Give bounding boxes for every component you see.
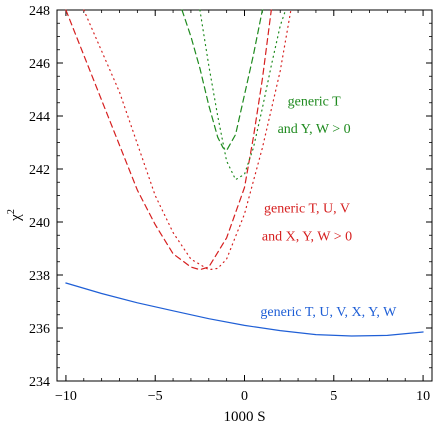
y-tick-label: 238 xyxy=(29,269,50,284)
y-tick-label: 234 xyxy=(29,375,50,390)
annotation-2: and Y, W > 0 xyxy=(278,122,351,137)
annotation-3: generic T, U, V xyxy=(264,202,350,217)
annotations: generic T and Y, W > 0 generic T, U, V and … xyxy=(260,94,397,320)
y-tick-label: 240 xyxy=(29,216,50,231)
series-lines xyxy=(65,9,424,337)
series-line-2 xyxy=(65,9,272,271)
series-line-3 xyxy=(83,9,292,271)
y-tick-label: 242 xyxy=(29,163,50,178)
svg-text:χ2: χ2 xyxy=(6,209,24,222)
y-axis-label-main: χ xyxy=(8,214,24,222)
x-tick-label: −10 xyxy=(55,389,77,404)
y-tick-label: 246 xyxy=(29,57,50,72)
x-tick-label: −5 xyxy=(148,389,163,404)
y-axis-label: χ2 xyxy=(6,209,24,222)
series-line-1 xyxy=(65,282,424,337)
tick-labels: −10 −5 0 5 10 234 236 238 240 242 244 246 248 xyxy=(29,4,430,404)
y-tick-label: 248 xyxy=(29,4,50,19)
series-line-4 xyxy=(181,9,263,152)
annotation-4: and X, Y, W > 0 xyxy=(262,230,352,245)
y-tick-label: 244 xyxy=(29,110,50,125)
y-tick-label: 236 xyxy=(29,322,50,337)
annotation-5: generic T, U, V, X, Y, W xyxy=(260,305,397,320)
series-line-5 xyxy=(199,9,287,181)
x-tick-label: 10 xyxy=(416,389,430,404)
x-tick-label: 5 xyxy=(330,389,337,404)
x-tick-label: 0 xyxy=(241,389,248,404)
annotation-1: generic T xyxy=(288,94,341,109)
x-axis-label: 1000 S xyxy=(223,409,265,425)
y-axis-label-superscript: 2 xyxy=(6,209,17,214)
